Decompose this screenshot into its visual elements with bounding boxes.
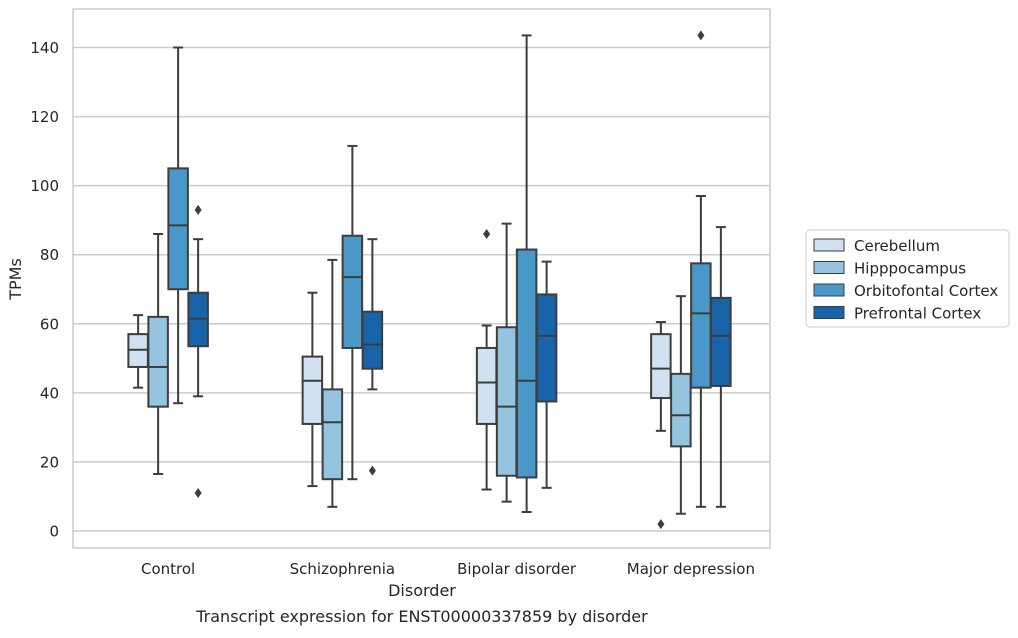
chart-caption: Transcript expression for ENST0000033785… [195,607,648,626]
box-cerebellum [301,291,324,488]
box-cerebellum [650,321,672,530]
legend-swatch [813,261,845,274]
y-tick-label: 60 [40,315,59,333]
box-body [361,310,384,370]
box-prefrontal-cortex [710,226,732,508]
legend: Cerebellum Hipppocampus Orbitofontal Corte… [805,229,1010,328]
box-cerebellum [127,314,149,389]
box-orbitofontal-cortex [515,34,538,514]
box-body [167,167,189,291]
legend-swatch [813,306,845,319]
y-tick-label: 40 [40,384,59,402]
outlier-point [194,204,202,215]
box-body [301,355,324,425]
outlier-point [194,488,202,499]
box-body [341,234,364,349]
box-hipppocampus [495,222,518,503]
y-tick-label: 120 [30,108,59,126]
box-orbitofontal-cortex [167,46,189,405]
legend-items: Cerebellum Hipppocampus Orbitofontal Corte… [813,237,998,323]
x-axis-label: Disorder [388,581,456,600]
legend-swatch [813,283,845,297]
box-body [535,293,558,403]
x-tick-label: Major depression [627,560,755,578]
legend-label: Hipppocampus [854,260,966,278]
box-body [475,346,498,425]
legend-label: Cerebellum [854,237,940,255]
outlier-point [697,30,705,41]
y-tick-label: 0 [49,523,59,541]
box-cerebellum [475,228,498,491]
legend-frame [805,229,1010,328]
y-axis-label: TPMs [6,258,25,301]
x-tick-label: Schizophrenia [290,560,395,578]
y-tick-label: 80 [40,246,59,264]
outlier-point [483,228,491,239]
box-body [710,296,732,387]
box-hipppocampus [321,258,344,508]
plot-frame [72,8,771,549]
box-orbitofontal-cortex [341,144,364,481]
box-body [495,326,518,477]
box-body [147,315,169,408]
box-hipppocampus [670,295,692,515]
box-hipppocampus [147,232,169,476]
y-tick-label: 20 [40,453,59,471]
box-body [670,372,692,448]
boxes-layer [127,30,732,530]
box-prefrontal-cortex [187,204,209,499]
legend-label: Orbitofontal Cortex [854,282,998,300]
box-prefrontal-cortex [535,260,558,489]
legend-swatch [813,238,845,252]
legend-label: Prefrontal Cortex [854,305,981,323]
box-prefrontal-cortex [361,238,384,476]
box-body [515,248,538,479]
box-body [690,262,712,389]
box-orbitofontal-cortex [690,30,712,508]
x-tick-label: Control [141,560,195,578]
y-tick-labels: 0 20 40 60 80 100 120 140 [30,39,59,541]
y-tick-label: 140 [30,39,59,57]
box-body [650,333,672,400]
box-body [321,388,344,481]
y-tick-label: 100 [30,177,59,195]
outlier-point [657,519,665,530]
outlier-point [368,465,376,476]
x-tick-label: Bipolar disorder [457,560,577,578]
x-tick-labels: Control Schizophrenia Bipolar disorder Majo… [141,560,755,578]
